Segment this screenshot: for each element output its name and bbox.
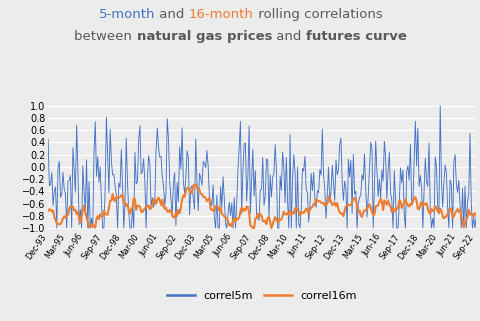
correl5m	[45, 137, 51, 141]
correl16m	[403, 201, 409, 205]
correl5m	[402, 226, 408, 230]
Text: between: between	[74, 30, 136, 43]
correl16m	[192, 183, 198, 187]
correl5m	[472, 214, 478, 218]
correl5m	[376, 177, 382, 181]
correl5m	[400, 213, 406, 216]
Text: and: and	[272, 30, 305, 43]
correl5m	[436, 104, 442, 108]
correl5m	[432, 165, 438, 169]
Text: and: and	[155, 8, 188, 21]
correl16m	[250, 226, 255, 230]
correl5m	[54, 226, 60, 230]
Text: futures curve: futures curve	[305, 30, 406, 43]
correl16m	[472, 213, 478, 216]
correl16m	[434, 209, 440, 213]
Text: rolling correlations: rolling correlations	[253, 8, 382, 21]
Text: 5-month: 5-month	[98, 8, 155, 21]
correl16m	[120, 193, 125, 197]
correl16m	[168, 209, 173, 213]
correl16m	[402, 198, 408, 202]
Legend: correl5m, correl16m: correl5m, correl16m	[162, 286, 361, 305]
Line: correl16m: correl16m	[48, 185, 475, 228]
correl16m	[45, 209, 51, 213]
Text: natural gas prices: natural gas prices	[136, 30, 272, 43]
Text: 16-month: 16-month	[188, 8, 253, 21]
correl5m	[169, 214, 175, 218]
correl5m	[120, 226, 126, 230]
correl16m	[377, 197, 383, 201]
Line: correl5m: correl5m	[48, 106, 475, 228]
